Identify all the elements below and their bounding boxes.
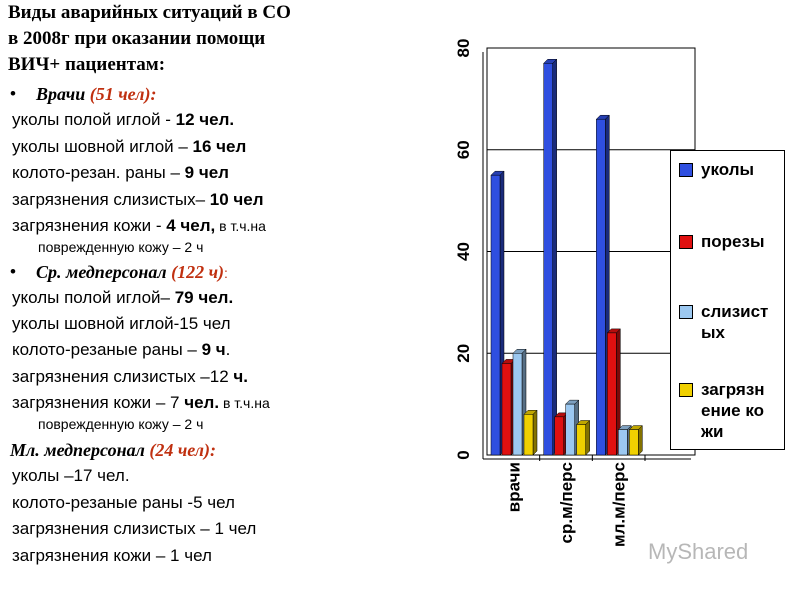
y-tick-label: 20 [454, 344, 473, 363]
bar-side [638, 424, 643, 456]
text-run: Врачи [36, 84, 86, 104]
y-tick-label: 60 [454, 140, 473, 159]
text-run: ч. [233, 367, 248, 386]
legend-swatch [679, 305, 693, 319]
legend-swatch [679, 383, 693, 397]
watermark: MyShared [648, 539, 748, 564]
text-line: загрязнения кожи – 7 чел. в т.ч.на [12, 393, 270, 413]
x-tick-label: мл.м/перс [610, 462, 629, 547]
bar [523, 414, 534, 456]
legend-label: загрязнение кожи [701, 380, 765, 441]
bar [543, 63, 553, 456]
text-run: в т.ч.на [215, 218, 266, 234]
text-line: колото-резан. раны – 9 чел [12, 163, 229, 183]
text-run: 12 чел. [175, 110, 235, 129]
text-line: уколы шовной иглой-15 чел [12, 314, 231, 334]
text-line: загрязнения кожи - 4 чел, в т.ч.на [12, 216, 266, 236]
y-tick-label: 40 [454, 242, 473, 261]
legend-entry: слизистых [679, 301, 771, 343]
bullet: • [10, 262, 16, 281]
legend-entry: порезы [679, 231, 771, 252]
legend-label: уколы [701, 160, 755, 179]
text-run: поврежденную кожу – 2 ч [38, 239, 204, 255]
bar [618, 429, 628, 456]
text-run: загрязнения слизистых –12 [12, 367, 234, 386]
bar-side [552, 58, 557, 456]
legend-entry: загрязнение кожи [679, 379, 771, 442]
text-run: 79 чел. [174, 288, 234, 307]
text-line: загрязнения слизистых– 10 чел [12, 190, 264, 210]
text-run: колото-резан. раны – [12, 163, 185, 182]
text-line: • Врачи (51 чел): [10, 84, 156, 105]
text-run: колото-резаные раны -5 чел [12, 493, 235, 512]
text-run: (24 чел): [144, 440, 217, 460]
text-run: уколы полой иглой– [12, 288, 175, 307]
title-line: в 2008г при оказании помощи [8, 28, 266, 49]
bar [501, 363, 512, 456]
text-line: поврежденную кожу – 2 ч [38, 414, 203, 434]
bar [596, 118, 606, 456]
legend-label: слизистых [701, 302, 769, 342]
text-run: : [224, 265, 228, 281]
text-line: колото-резаные раны – 9 ч. [12, 340, 230, 360]
text-run: загрязнения кожи – 7 [12, 393, 185, 412]
text-run: . [225, 340, 231, 359]
text-run: загрязнения кожи – 1 чел [12, 546, 212, 565]
text-run: чел. [184, 393, 220, 412]
bar [607, 332, 617, 456]
text-run: (122 ч) [166, 262, 225, 282]
text-line: • Ср. медперсонал (122 ч): [10, 262, 228, 283]
text-line: поврежденную кожу – 2 ч [38, 237, 203, 257]
text-run: уколы –17 чел. [12, 466, 130, 485]
legend-swatch [679, 163, 693, 177]
x-tick-label: ср.м/перс [557, 462, 576, 543]
x-tick-label: врачи [504, 462, 523, 512]
text-run: уколы шовной иглой-15 чел [12, 314, 231, 333]
title-line: ВИЧ+ пациентам: [8, 54, 166, 75]
text-line: уколы шовной иглой – 16 чел [12, 137, 246, 157]
text-run: Ср. медперсонал [36, 262, 167, 282]
text-line: загрязнения слизистых –12 ч. [12, 367, 248, 387]
text-run: 4 чел, [166, 216, 216, 235]
bar [554, 416, 564, 456]
text-run: в т.ч.на [219, 395, 270, 411]
title-line: Виды аварийных ситуаций в СО [8, 2, 291, 23]
text-run: уколы шовной иглой – [12, 137, 193, 156]
text-line: Мл. медперсонал (24 чел): [10, 440, 216, 461]
y-tick-label: 0 [454, 450, 473, 459]
bar [629, 429, 639, 456]
bar-side [585, 419, 590, 456]
text-run: загрязнения кожи - [12, 216, 167, 235]
text-line: загрязнения слизистых – 1 чел [12, 519, 256, 539]
text-run: колото-резаные раны – [12, 340, 202, 359]
bar [512, 353, 523, 456]
text-line: уколы полой иглой - 12 чел. [12, 110, 234, 130]
bar-side [532, 409, 538, 456]
bar [565, 403, 575, 456]
text-run: 10 чел [209, 190, 264, 209]
text-line: колото-резаные раны -5 чел [12, 493, 235, 513]
bar [490, 174, 501, 456]
legend-swatch [679, 235, 693, 249]
text-run: Мл. медперсонал [10, 440, 145, 460]
text-line: уколы полой иглой– 79 чел. [12, 288, 233, 308]
text-run: загрязнения слизистых – 1 чел [12, 519, 257, 538]
text-line: уколы –17 чел. [12, 466, 130, 486]
bar [576, 424, 586, 456]
y-tick-label: 80 [454, 39, 473, 58]
legend-entry: уколы [679, 159, 771, 180]
text-run: поврежденную кожу – 2 ч [38, 416, 204, 432]
legend: уколы порезы слизистых загрязнение кожи [670, 150, 785, 450]
text-run: уколы полой иглой - [12, 110, 176, 129]
text-run: 16 чел [192, 137, 247, 156]
text-run: (51 чел): [85, 84, 157, 104]
legend-label: порезы [701, 232, 765, 251]
text-run: 9 ч [201, 340, 226, 359]
bullet: • [10, 84, 16, 103]
text-line: загрязнения кожи – 1 чел [12, 546, 212, 566]
text-run: 9 чел [184, 163, 229, 182]
text-run: загрязнения слизистых– [12, 190, 210, 209]
